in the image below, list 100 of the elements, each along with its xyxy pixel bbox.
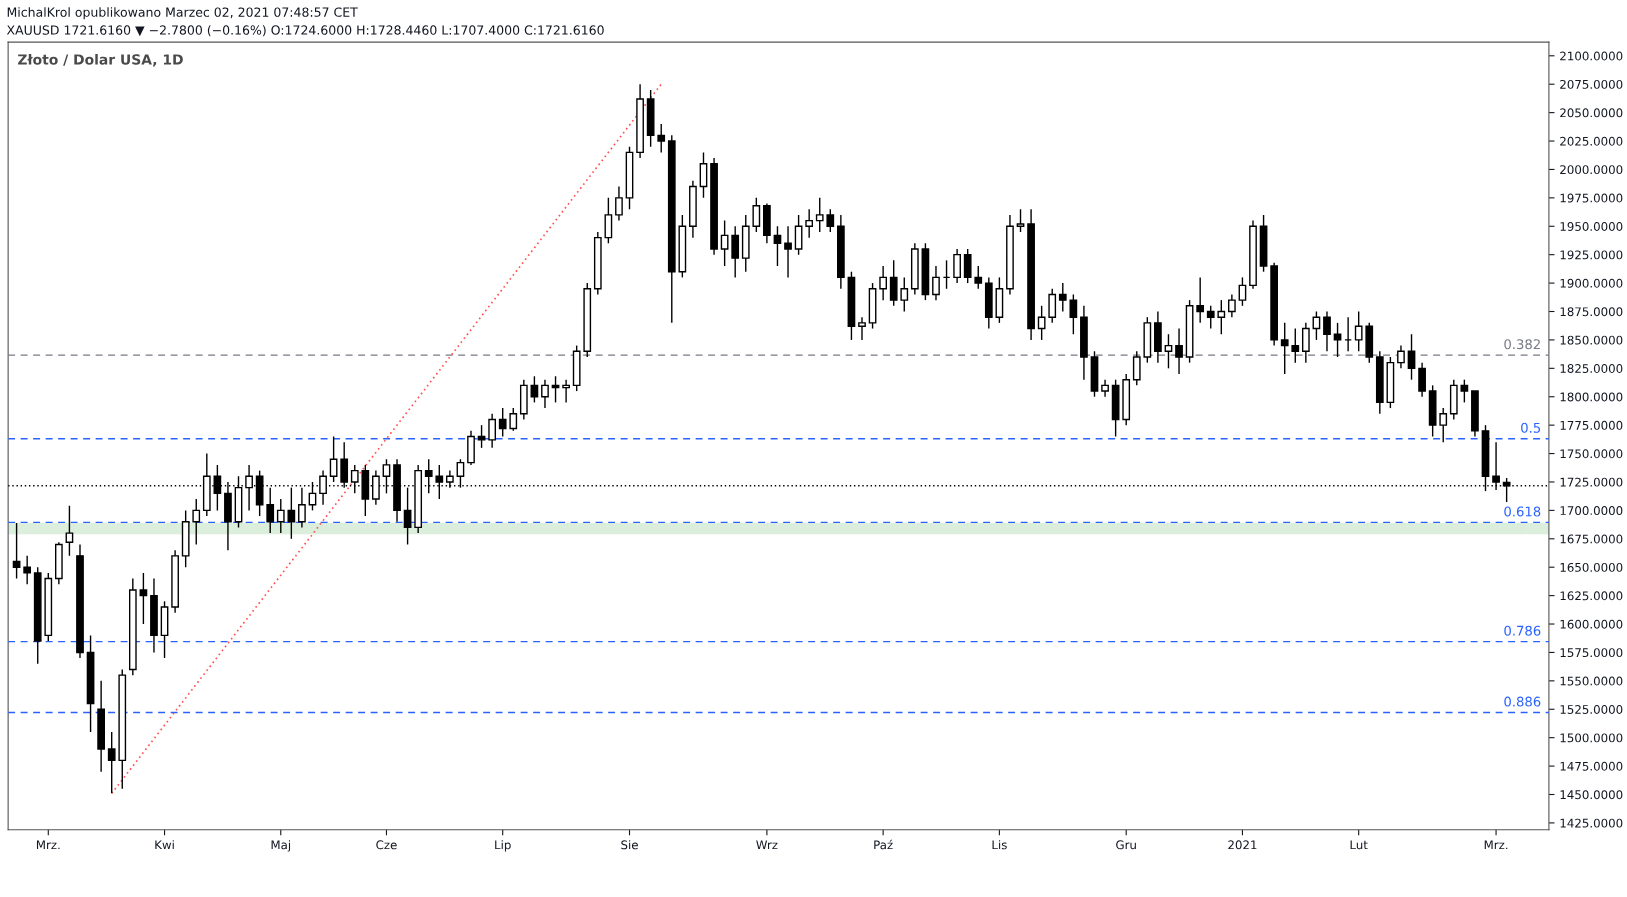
y-tick-label: 2075.0000 [1560,79,1623,89]
y-tick-label: 1925.0000 [1560,250,1623,260]
candlestick [1164,333,1173,370]
y-tick-label: 1425.0000 [1560,818,1623,828]
y-tick-label: 1800.0000 [1560,392,1623,402]
y-tick-label: 1975.0000 [1560,193,1623,203]
candlestick [488,413,497,449]
y-tick-label: 1775.0000 [1560,420,1623,430]
y-tick-label: 1850.0000 [1560,335,1623,345]
x-tick-label: Maj [271,840,291,852]
candlestick [65,505,74,557]
candlestick [1312,310,1321,341]
y-tick-label: 1525.0000 [1560,704,1623,714]
annotation: 0.382 [1504,339,1540,350]
candlestick [139,572,148,625]
text: XAUUSD 1721.6160 ▼ −2.7800 (−0.16%) O:1724.6000 H:1728.4460 L:1707.4000 C:1721.6160 [6,25,604,37]
candlestick [805,208,814,239]
candlestick [889,259,898,307]
candlestick [784,225,792,279]
candlestick [1132,350,1141,387]
candlestick [1439,407,1448,443]
text: MichalKrol opublikowano Marzec 02, 2021 07:48:57 CET [7,7,358,20]
candlestick [1291,327,1300,364]
candlestick [752,197,761,233]
candlestick [562,378,570,404]
candlestick [858,316,866,341]
candlestick [615,185,623,222]
y-tick-label: 1550.0000 [1560,676,1623,686]
y-tick-label: 2050.0000 [1560,108,1623,118]
x-tick-label: Lis [992,840,1007,850]
candlestick [1196,276,1205,324]
candlestick [974,265,983,290]
candlestick [276,498,285,534]
candlestick [498,407,507,438]
y-tick-label: 1450.0000 [1560,790,1623,800]
candlestick [1217,299,1226,335]
candlestick [1058,282,1067,313]
y-tick-label: 1825.0000 [1560,364,1623,373]
candlestick [720,219,729,267]
candlestick [657,123,666,154]
candlestick [1037,305,1046,341]
candlestick [879,265,888,301]
candlestick [953,248,961,284]
x-tick-label: Paź [874,839,893,850]
text: Złoto / Dolar USA, 1D [18,53,183,67]
candlestick [298,486,306,529]
y-tick-label: 1700.0000 [1560,506,1623,516]
candlestick [1418,361,1426,398]
candlestick [826,208,835,233]
candlestick [932,265,940,301]
candlestick [1175,327,1183,375]
candlestick [1323,310,1331,352]
candlestick [1492,441,1500,491]
y-tick-label: 1875.0000 [1560,307,1623,317]
x-tick-label: Mrz. [1484,840,1508,850]
candlestick [1397,344,1405,370]
candlestick [1333,322,1342,358]
candlestick [699,151,708,199]
y-tick-label: 1675.0000 [1560,534,1623,544]
candlestick [1354,310,1363,352]
candlestick [1048,288,1057,324]
candlestick [963,248,972,284]
y-tick-label: 2100.0000 [1560,51,1623,61]
candlestick [541,378,549,409]
candlestick [266,486,275,534]
y-tick-label: 1575.0000 [1560,648,1623,658]
x-tick-label: Wrz [756,840,778,850]
candlestick [1280,322,1289,375]
candlestick [1069,293,1078,335]
candlestick [477,424,486,449]
candlestick [1301,322,1310,364]
y-tick-label: 1650.0000 [1560,562,1623,572]
x-tick-label: Lip [495,840,511,852]
x-tick-label: 2021 [1228,840,1257,850]
candlestick [23,555,32,585]
x-tick-label: Kwi [155,840,174,850]
candlestick [731,225,740,279]
y-tick-label: 1725.0000 [1560,477,1623,487]
x-tick-label: Sie [621,840,638,850]
y-tick-label: 2025.0000 [1560,136,1623,146]
candlestick [1460,378,1469,404]
x-tick-label: Gru [1116,840,1136,850]
y-tick-label: 1600.0000 [1560,619,1623,629]
candlestick [509,407,518,432]
candlestick [604,197,613,245]
y-tick-label: 2000.0000 [1560,165,1623,175]
y-tick-label: 1625.0000 [1560,591,1623,601]
candlestick [107,731,116,795]
candlestick [192,498,201,546]
x-tick-label: Lut [1350,840,1368,850]
y-tick-label: 1500.0000 [1560,733,1623,743]
x-tick-label: Mrz. [36,840,60,850]
candlestick [1238,276,1247,307]
candlestick [350,464,359,495]
candlestick [900,276,909,313]
y-tick-label: 1950.0000 [1560,221,1623,231]
annotation: 0.786 [1504,625,1541,636]
annotation: 0.886 [1504,696,1541,707]
candlestick [815,197,824,233]
candlestick [1016,208,1025,233]
